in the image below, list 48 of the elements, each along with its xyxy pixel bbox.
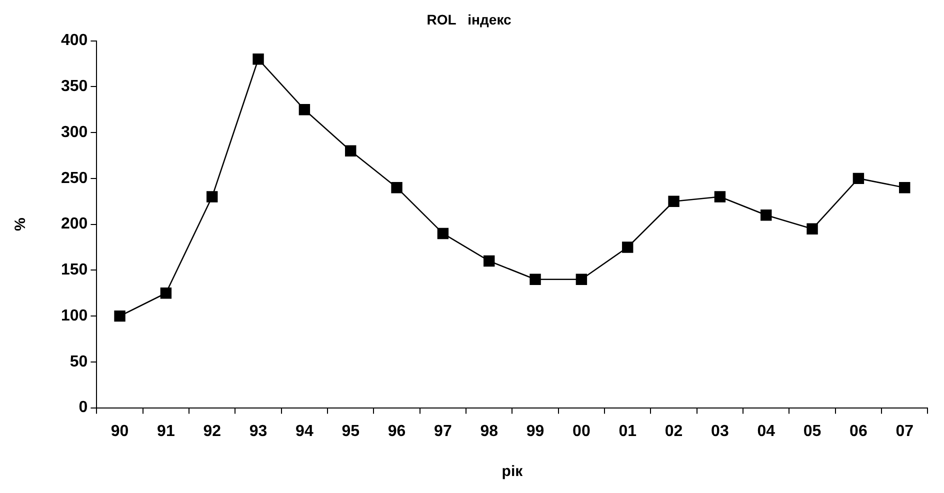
x-tick-label: 04 bbox=[757, 422, 776, 440]
x-tick-label: 05 bbox=[803, 422, 822, 440]
x-tick-label: 95 bbox=[342, 422, 360, 440]
y-tick-label: 100 bbox=[60, 307, 88, 324]
point bbox=[899, 182, 910, 194]
y-tick-label: 0 bbox=[78, 399, 88, 416]
point bbox=[714, 191, 726, 202]
chart-title: ROL індекс bbox=[426, 11, 512, 28]
point bbox=[806, 223, 818, 234]
y-tick-label: 300 bbox=[60, 124, 88, 141]
y-tick-label: 150 bbox=[60, 262, 88, 279]
point bbox=[252, 54, 264, 65]
y-tick-label: 50 bbox=[70, 353, 88, 370]
x-tick-label: 93 bbox=[249, 422, 268, 440]
point bbox=[206, 191, 218, 202]
point bbox=[298, 104, 310, 116]
y-axis-title: % bbox=[12, 218, 30, 231]
x-tick-label: 99 bbox=[526, 422, 544, 440]
point bbox=[114, 310, 126, 322]
point bbox=[345, 145, 356, 156]
point bbox=[391, 182, 402, 194]
x-tick-label: 94 bbox=[296, 422, 314, 440]
y-tick-label: 250 bbox=[60, 170, 88, 187]
point bbox=[530, 274, 541, 285]
y-tick-label: 200 bbox=[60, 216, 88, 233]
point bbox=[760, 210, 772, 221]
x-tick-label: 07 bbox=[896, 422, 914, 440]
x-tick-label: 01 bbox=[618, 422, 637, 440]
x-tick-label: 06 bbox=[850, 422, 868, 440]
point bbox=[668, 196, 680, 207]
x-tick-label: 03 bbox=[711, 422, 729, 440]
x-tick-label: 92 bbox=[203, 422, 222, 440]
y-tick-label: 400 bbox=[60, 32, 88, 50]
x-tick-label: 00 bbox=[572, 422, 590, 440]
x-tick-label: 02 bbox=[664, 422, 683, 440]
point bbox=[852, 172, 864, 184]
x-tick-label: 90 bbox=[110, 422, 129, 440]
x-tick-label: 96 bbox=[388, 422, 406, 440]
point bbox=[160, 288, 172, 299]
point bbox=[437, 228, 449, 240]
x-tick-label: 98 bbox=[480, 422, 498, 440]
point bbox=[484, 255, 495, 267]
y-tick-label: 350 bbox=[60, 78, 88, 96]
point bbox=[576, 274, 588, 285]
x-tick-label: 97 bbox=[434, 422, 452, 440]
point bbox=[622, 242, 634, 253]
x-tick-label: 91 bbox=[157, 422, 175, 440]
x-axis-title: рік bbox=[502, 463, 524, 480]
